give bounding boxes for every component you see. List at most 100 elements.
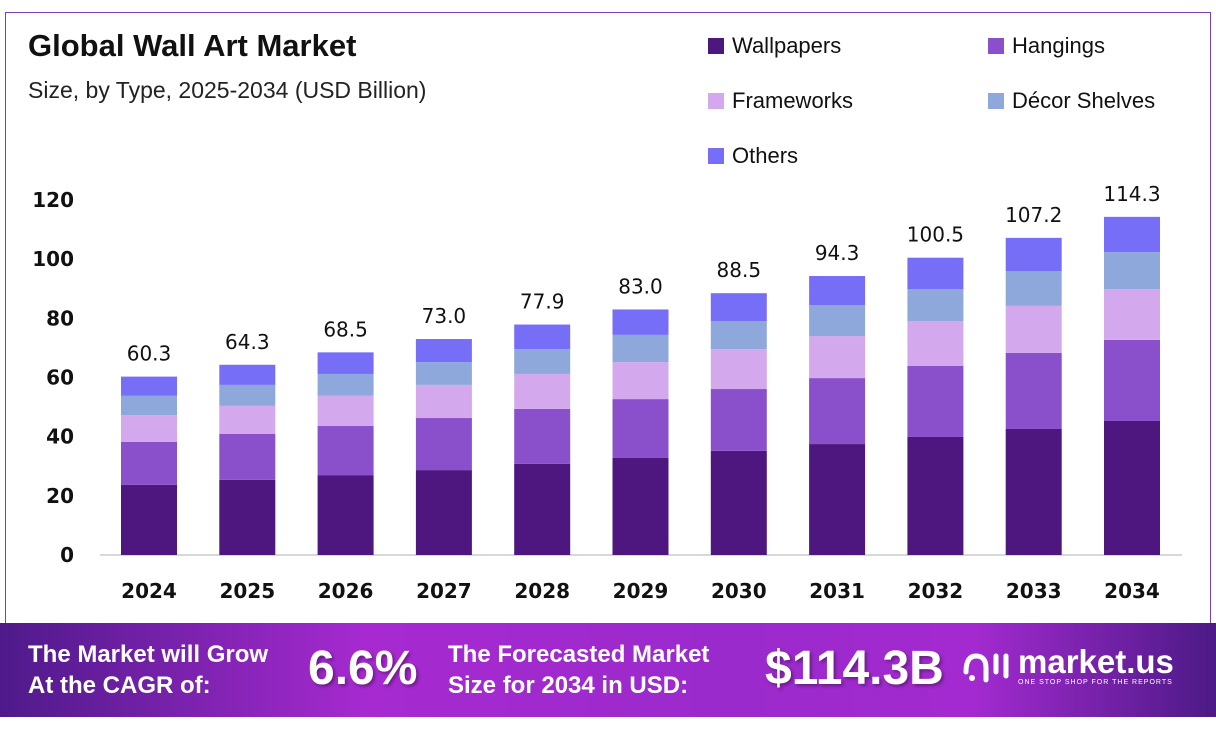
bar-segment-wallpapers <box>219 479 276 555</box>
legend-item-d-cor-shelves: Décor Shelves <box>988 88 1155 114</box>
x-tick-label: 2033 <box>1006 579 1062 603</box>
chart-frame <box>5 12 1211 712</box>
chart-subtitle: Size, by Type, 2025-2034 (USD Billion) <box>28 77 427 103</box>
cagr-label-line2: At the CAGR of: <box>28 672 211 699</box>
x-tick-label: 2032 <box>908 579 964 603</box>
bar-segment-frameworks <box>121 415 177 442</box>
x-tick-label: 2028 <box>514 579 570 603</box>
bar-segment-wallpapers <box>907 436 964 555</box>
legend-item-frameworks: Frameworks <box>708 88 853 114</box>
bar-segment-d-cor-shelves <box>1104 252 1160 290</box>
bar-segment-d-cor-shelves <box>121 395 177 416</box>
bar-segment-frameworks <box>710 349 767 390</box>
bar-segment-d-cor-shelves <box>317 373 374 396</box>
legend-swatch <box>708 93 724 109</box>
logo-icon <box>963 652 1009 682</box>
total-label: 88.5 <box>717 258 762 282</box>
cagr-label-line1: The Market will Grow <box>28 641 269 668</box>
legend-label: Frameworks <box>732 88 854 113</box>
bar-segment-hangings <box>907 365 964 437</box>
y-tick-label: 80 <box>46 306 74 330</box>
bar-segment-others <box>612 309 669 335</box>
total-label: 114.3 <box>1103 182 1160 206</box>
chart-title: Global Wall Art Market <box>28 28 357 63</box>
bar-segment-frameworks <box>1104 289 1160 340</box>
bar-segment-frameworks <box>514 373 571 409</box>
y-tick-label: 120 <box>32 188 74 212</box>
y-tick-label: 20 <box>46 484 74 508</box>
legend-item-others: Others <box>708 143 798 169</box>
bar-segment-wallpapers <box>317 475 374 555</box>
market-us-logo: market.us ONE STOP SHOP FOR THE REPORTS <box>962 645 1174 686</box>
bar-segment-d-cor-shelves <box>219 384 276 406</box>
legend-item-wallpapers: Wallpapers <box>708 33 841 59</box>
bar-segment-hangings <box>1104 339 1160 421</box>
logo-name: market.us <box>1018 643 1174 680</box>
legend-swatch <box>708 148 724 164</box>
total-label: 83.0 <box>618 274 663 298</box>
forecast-label-line2: Size for 2034 in USD: <box>448 672 689 699</box>
bar-segment-d-cor-shelves <box>907 289 964 321</box>
legend-label: Wallpapers <box>732 33 842 58</box>
bar-segment-frameworks <box>809 336 866 379</box>
total-label: 100.5 <box>907 223 964 247</box>
total-label: 73.0 <box>422 304 467 328</box>
bar-segment-frameworks <box>907 320 964 366</box>
bar-segment-d-cor-shelves <box>612 334 669 363</box>
bar-segment-hangings <box>612 399 669 458</box>
x-tick-label: 2025 <box>219 579 275 603</box>
legend-item-hangings: Hangings <box>988 33 1105 59</box>
forecast-label: The Forecasted Market Size for 2034 in U… <box>448 639 709 701</box>
bar-segment-d-cor-shelves <box>514 349 571 374</box>
x-tick-label: 2024 <box>121 579 177 603</box>
bar-segment-others <box>121 376 177 396</box>
bar-segment-d-cor-shelves <box>415 362 472 385</box>
bar-segment-hangings <box>710 389 767 451</box>
forecast-value: $114.3B <box>765 642 944 695</box>
x-tick-label: 2026 <box>318 579 374 603</box>
legend-label: Others <box>732 143 799 168</box>
bar-segment-wallpapers <box>121 484 177 555</box>
legend-label: Hangings <box>1012 33 1105 58</box>
bar-segment-hangings <box>121 441 177 485</box>
bar-segment-hangings <box>514 408 571 464</box>
bar-segment-frameworks <box>1005 305 1062 353</box>
x-tick-label: 2031 <box>809 579 865 603</box>
bar-segment-wallpapers <box>1104 420 1160 555</box>
bar-segment-hangings <box>219 434 276 480</box>
bar-segment-others <box>514 324 571 350</box>
legend-swatch <box>988 38 1004 54</box>
bar-segment-others <box>907 257 964 290</box>
bar-segment-frameworks <box>612 362 669 400</box>
summary-banner: The Market will Grow At the CAGR of: 6.6… <box>0 623 1216 717</box>
bar-segment-wallpapers <box>514 463 571 555</box>
x-tick-label: 2027 <box>416 579 472 603</box>
bar-segment-d-cor-shelves <box>1005 271 1062 306</box>
bar-segment-others <box>710 293 767 321</box>
y-tick-label: 100 <box>32 247 74 271</box>
bar-segment-others <box>1104 216 1160 253</box>
bar-segment-wallpapers <box>612 457 669 555</box>
bar-segment-wallpapers <box>809 444 866 555</box>
total-label: 60.3 <box>127 342 172 366</box>
legend-label: Décor Shelves <box>1012 88 1156 113</box>
total-label: 77.9 <box>520 290 565 314</box>
bar-segment-hangings <box>415 418 472 471</box>
stacked-bar-chart: 0 20 40 60 80 100 120 60.3 2024 64.3 2025 68.5 2026 7… <box>32 182 1182 603</box>
bar-segment-others <box>809 276 866 306</box>
legend-swatch <box>708 38 724 54</box>
bar-segment-frameworks <box>415 384 472 419</box>
total-label: 94.3 <box>815 241 860 265</box>
x-tick-label: 2029 <box>613 579 669 603</box>
bar-segment-hangings <box>809 378 866 445</box>
logo-tagline: ONE STOP SHOP FOR THE REPORTS <box>1018 679 1173 686</box>
bar-segment-frameworks <box>317 395 374 427</box>
total-label: 107.2 <box>1005 203 1062 227</box>
y-tick-label: 60 <box>46 366 74 390</box>
total-label: 64.3 <box>225 330 270 354</box>
bar-segment-others <box>415 339 472 363</box>
bar-segment-others <box>317 352 374 374</box>
total-label: 68.5 <box>323 317 368 341</box>
bar-segment-others <box>1005 237 1062 271</box>
x-tick-label: 2034 <box>1104 579 1160 603</box>
